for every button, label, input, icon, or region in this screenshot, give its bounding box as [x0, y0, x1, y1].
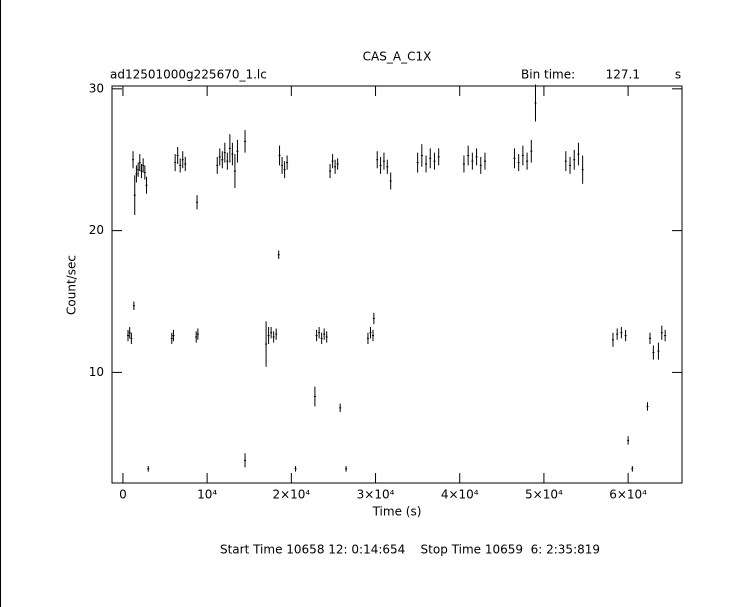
x-tick-label: 0: [119, 488, 127, 502]
x-tick-label: 10⁴: [197, 488, 217, 502]
y-tick-label: 20: [89, 223, 104, 237]
x-axis-label: Time (s): [372, 505, 422, 519]
plot-frame: [111, 85, 683, 484]
x-tick-label: 4×10⁴: [441, 488, 479, 502]
bin-time: 127.1: [606, 68, 640, 82]
x-tick-label: 5×10⁴: [525, 488, 563, 502]
file-name: ad12501000g225670_1.lc: [110, 68, 267, 82]
bin-time-unit: s: [675, 68, 681, 82]
bin-time-label: Bin time:: [521, 68, 575, 82]
footer: Start Time 10658 12: 0:14:654 Stop Time …: [220, 543, 600, 557]
y-tick-label: 30: [89, 81, 104, 95]
x-tick-label: 2×10⁴: [272, 488, 310, 502]
chart-title: CAS_A_C1X: [363, 50, 432, 64]
y-axis-label: Count/sec: [65, 255, 79, 315]
x-tick-label: 6×10⁴: [609, 488, 647, 502]
x-tick-label: 3×10⁴: [357, 488, 395, 502]
y-tick-label: 10: [89, 365, 104, 379]
